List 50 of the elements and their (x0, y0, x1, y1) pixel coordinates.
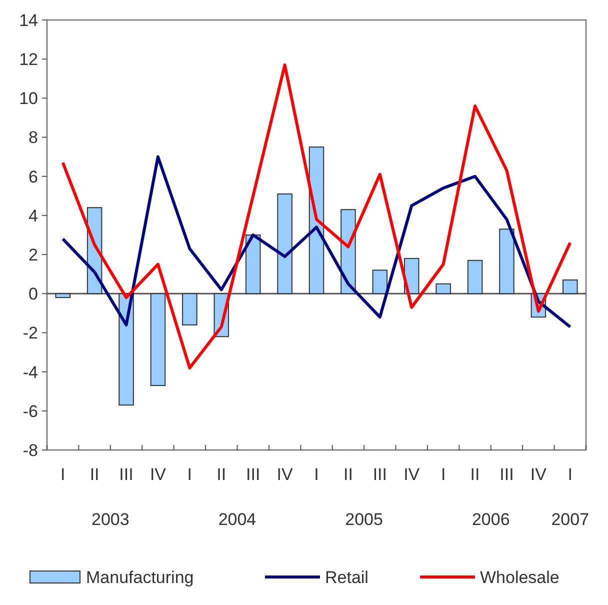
x-tick-label: IV (150, 465, 167, 484)
x-tick-label: IV (530, 465, 548, 484)
line-series (61, 155, 572, 328)
y-tick-label: 6 (28, 167, 38, 186)
bar (562, 279, 578, 294)
bar (499, 228, 514, 294)
y-tick-label: 0 (28, 284, 38, 304)
x-tick-label: I (440, 465, 446, 484)
text: 2004 (218, 510, 256, 529)
y-tick-label: 4 (28, 206, 38, 226)
x-tick-label: I (60, 465, 66, 484)
bar (372, 270, 388, 294)
bar (182, 293, 198, 326)
x-tick-label: III (246, 465, 260, 484)
y-tick-label: -8 (22, 440, 38, 460)
y-tick-label: -4 (22, 362, 38, 382)
bar (436, 283, 451, 294)
y-tick-label: -2 (22, 324, 38, 343)
x-tick-label: II (470, 465, 480, 484)
x-tick-label: II (90, 465, 100, 484)
x-tick-label: IV (276, 465, 294, 484)
bar (245, 234, 261, 294)
legend-label: Wholesale (480, 568, 560, 587)
x-tick-label: II (343, 465, 353, 484)
y-tick-label: 10 (19, 89, 38, 108)
x-tick-label: IV (404, 465, 420, 484)
legend-label: Manufacturing (86, 568, 194, 587)
bar (467, 260, 483, 294)
x-tick-label: II (216, 465, 226, 484)
bar (55, 293, 70, 298)
x-tick-label: I (187, 465, 192, 484)
y-tick-label: 8 (28, 128, 38, 148)
text: 2006 (472, 510, 510, 529)
line-series (61, 63, 572, 370)
legend-label: Retail (325, 568, 368, 587)
x-tick-label: I (314, 465, 319, 484)
x-tick-label: III (119, 465, 134, 484)
text: 2007 (551, 510, 590, 529)
y-tick-label: 2 (28, 245, 38, 264)
y-tick-label: 14 (19, 10, 38, 30)
x-tick-label: I (568, 465, 573, 484)
bar (150, 293, 166, 386)
text: 2003 (92, 510, 130, 529)
x-tick-label: III (500, 465, 514, 484)
bar (277, 193, 292, 294)
text: 2005 (345, 510, 383, 529)
y-tick-label: 12 (19, 50, 38, 70)
y-tick-label: -6 (22, 402, 38, 421)
x-tick-label: III (372, 465, 387, 484)
bar (404, 258, 420, 294)
